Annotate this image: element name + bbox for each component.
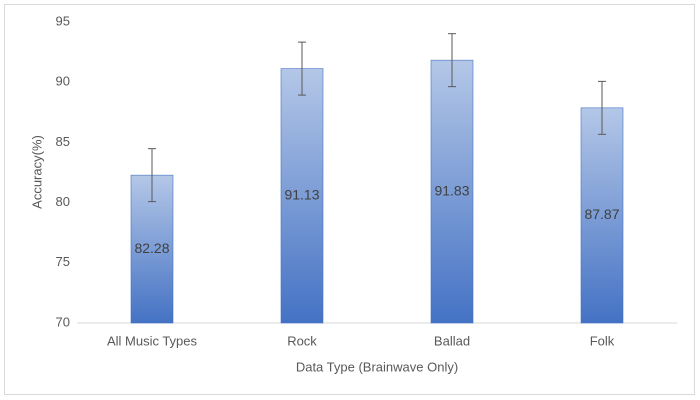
error-bar: [448, 33, 456, 88]
y-tick-label: 90: [56, 74, 70, 89]
error-bar: [598, 80, 606, 135]
bar: [280, 68, 324, 324]
data-label: 87.87: [584, 206, 619, 222]
x-tick-label: All Music Types: [107, 333, 198, 348]
x-axis-title: Data Type (Brainwave Only): [296, 359, 458, 374]
y-tick-label: 95: [56, 13, 70, 28]
y-tick-label: 70: [56, 314, 70, 329]
chart-frame: [4, 4, 695, 395]
data-label: 82.28: [134, 240, 169, 256]
error-bar: [148, 148, 156, 203]
y-tick-label: 75: [56, 254, 70, 269]
y-axis-title: Accuracy(%): [29, 135, 44, 209]
y-tick-label: 85: [56, 134, 70, 149]
bar: [580, 107, 624, 324]
bar: [430, 59, 474, 324]
y-tick-label: 80: [56, 194, 70, 209]
data-label: 91.13: [284, 187, 319, 203]
data-label: 91.83: [434, 182, 469, 198]
x-tick-label: Rock: [287, 333, 317, 348]
error-bar: [298, 41, 306, 96]
x-tick-label: Ballad: [434, 333, 470, 348]
x-tick-label: Folk: [590, 333, 615, 348]
